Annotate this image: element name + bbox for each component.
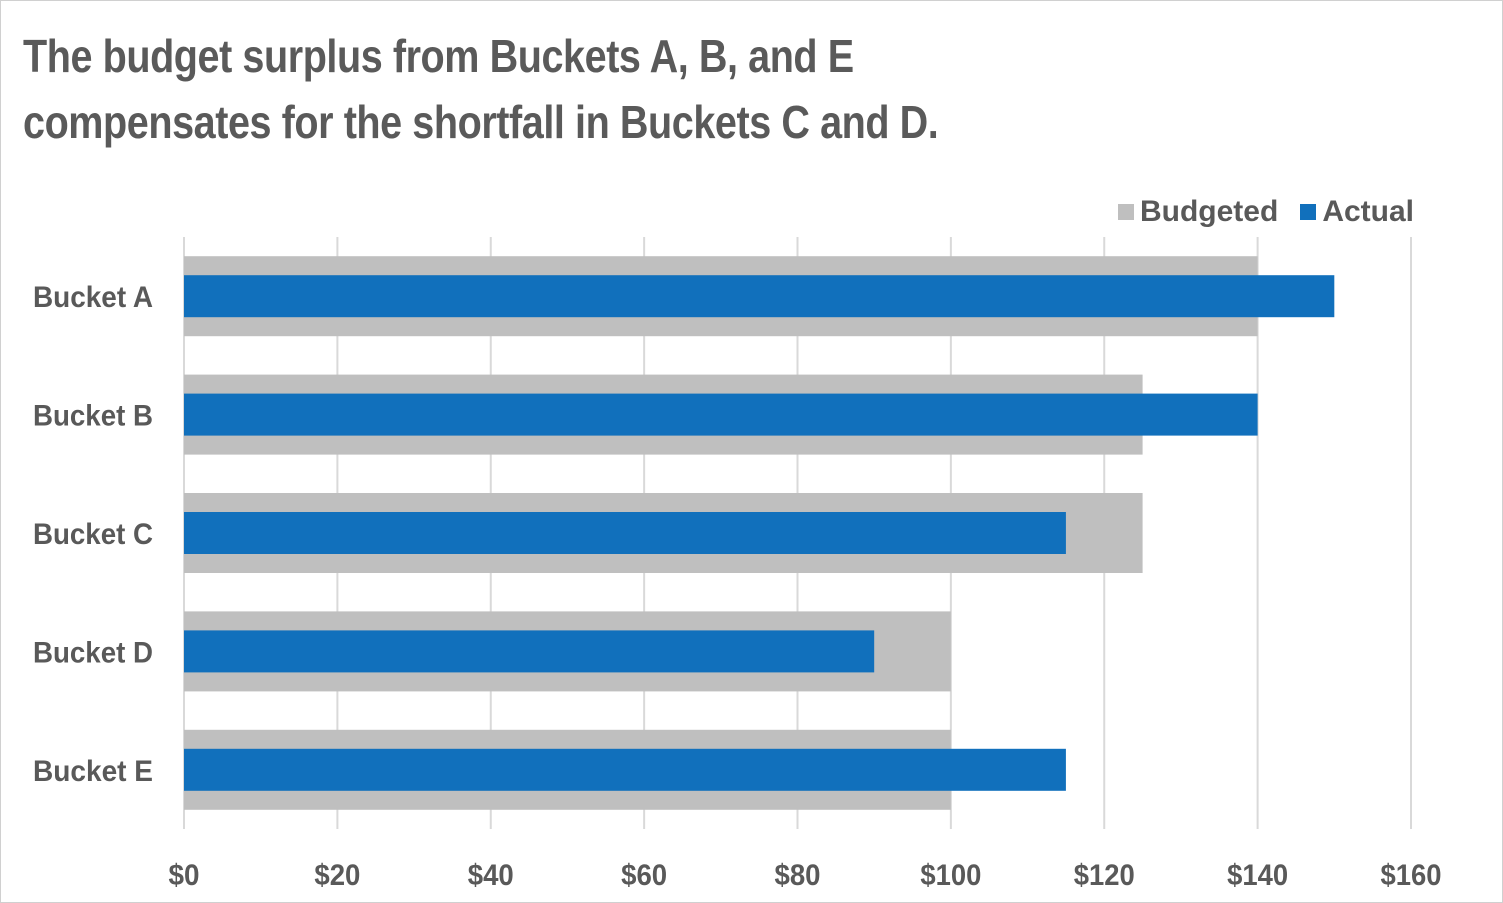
bar-actual-bucket-a xyxy=(184,275,1335,318)
bar-actual-bucket-e xyxy=(184,748,1066,791)
x-tick-label-0: $0 xyxy=(169,859,200,892)
chart-title-line-2: compensates for the shortfall in Buckets… xyxy=(23,96,939,148)
legend-item-actual: Actual xyxy=(1300,195,1414,229)
category-label-bucket-a: Bucket A xyxy=(33,281,153,314)
chart-legend: Budgeted Actual xyxy=(1117,195,1414,229)
x-tick-label-2: $40 xyxy=(468,859,514,892)
legend-label-budgeted: Budgeted xyxy=(1139,195,1279,228)
legend-item-budgeted: Budgeted xyxy=(1117,195,1279,229)
category-label-bucket-c: Bucket C xyxy=(33,518,153,551)
bar-actual-bucket-d xyxy=(184,630,875,673)
bar-actual-bucket-c xyxy=(184,512,1066,554)
bar-actual-bucket-b xyxy=(184,393,1258,436)
x-tick-label-4: $80 xyxy=(775,859,821,892)
x-tick-label-7: $140 xyxy=(1227,859,1288,892)
x-tick-label-3: $60 xyxy=(621,859,667,892)
category-label-bucket-e: Bucket E xyxy=(33,755,153,788)
legend-label-actual: Actual xyxy=(1322,195,1414,228)
legend-swatch-budgeted xyxy=(1117,204,1134,220)
x-tick-label-1: $20 xyxy=(314,859,360,892)
category-label-bucket-d: Bucket D xyxy=(33,636,153,669)
chart-title: The budget surplus from Buckets A, B, an… xyxy=(23,23,1227,155)
chart-title-line-1: The budget surplus from Buckets A, B, an… xyxy=(23,30,854,82)
category-label-bucket-b: Bucket B xyxy=(33,400,153,433)
x-tick-label-8: $160 xyxy=(1381,859,1442,892)
x-tick-label-6: $120 xyxy=(1074,859,1135,892)
x-tick-label-5: $100 xyxy=(920,859,981,892)
legend-swatch-actual xyxy=(1300,204,1317,220)
